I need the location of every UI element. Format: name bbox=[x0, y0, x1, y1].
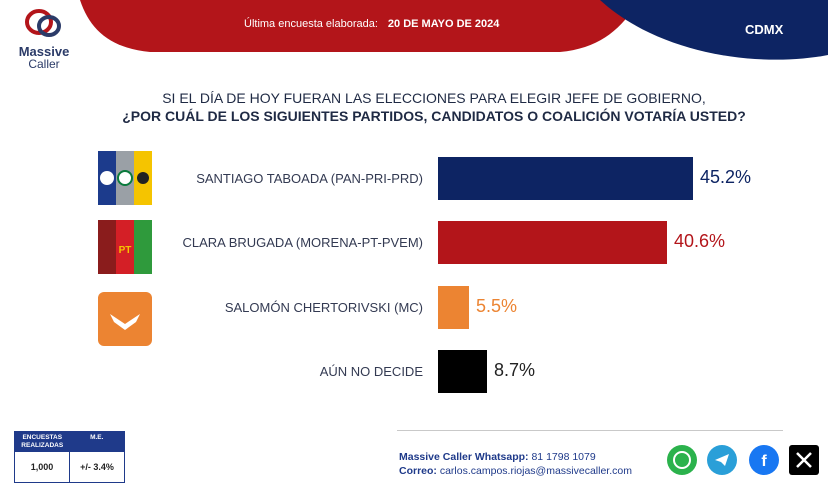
surveys-header: ENCUESTAS REALIZADAS bbox=[21, 434, 64, 449]
bar-value-label: 40.6% bbox=[674, 231, 726, 251]
bar-value-label: 5.5% bbox=[476, 296, 518, 316]
candidate-label: SALOMÓN CHERTORIVSKI (MC) bbox=[224, 300, 423, 315]
question-line2: ¿POR CUÁL DE LOS SIGUIENTES PARTIDOS, CA… bbox=[122, 108, 746, 124]
morena-pt-pvem-logo: PT bbox=[98, 220, 152, 274]
bar bbox=[438, 157, 693, 200]
logo-line2: Caller bbox=[28, 57, 60, 71]
telegram-icon[interactable] bbox=[707, 445, 737, 475]
massive-caller-logo: Massive Caller bbox=[14, 8, 74, 70]
bar bbox=[438, 221, 667, 264]
survey-date: Última encuesta elaborada: 20 DE MAYO DE … bbox=[244, 18, 500, 30]
whatsapp-icon[interactable] bbox=[667, 445, 697, 475]
svg-text:PT: PT bbox=[119, 245, 132, 256]
region-label: CDMX bbox=[745, 22, 784, 37]
question-line1: SI EL DÍA DE HOY FUERAN LAS ELECCIONES P… bbox=[162, 90, 706, 106]
speech-bubble-logo-icon bbox=[25, 9, 61, 37]
contact-info: Massive Caller Whatsapp: 81 1798 1079 Co… bbox=[399, 451, 632, 477]
svg-text:f: f bbox=[761, 453, 767, 470]
surveys-value: 1,000 bbox=[15, 452, 70, 482]
margin-header: M.E. bbox=[90, 434, 104, 441]
bar-value-label: 8.7% bbox=[494, 360, 536, 380]
footer-divider bbox=[397, 430, 783, 431]
margin-value: +/- 3.4% bbox=[80, 462, 114, 472]
bar bbox=[438, 286, 469, 329]
bar-value-label: 45.2% bbox=[700, 167, 752, 187]
facebook-icon[interactable]: f bbox=[749, 445, 779, 475]
x-icon[interactable] bbox=[789, 445, 819, 475]
candidate-label: CLARA BRUGADA (MORENA-PT-PVEM) bbox=[182, 235, 423, 250]
logo-line1: Massive bbox=[18, 44, 70, 59]
pan-pri-prd-logo bbox=[98, 151, 152, 205]
candidate-label: AÚN NO DECIDE bbox=[319, 364, 423, 379]
candidate-label: SANTIAGO TABOADA (PAN-PRI-PRD) bbox=[196, 171, 423, 186]
mc-logo bbox=[98, 292, 152, 346]
top-banner bbox=[80, 0, 828, 60]
bar bbox=[438, 350, 487, 393]
survey-facts-table: ENCUESTAS REALIZADAS M.E. 1,000 +/- 3.4% bbox=[14, 431, 125, 483]
